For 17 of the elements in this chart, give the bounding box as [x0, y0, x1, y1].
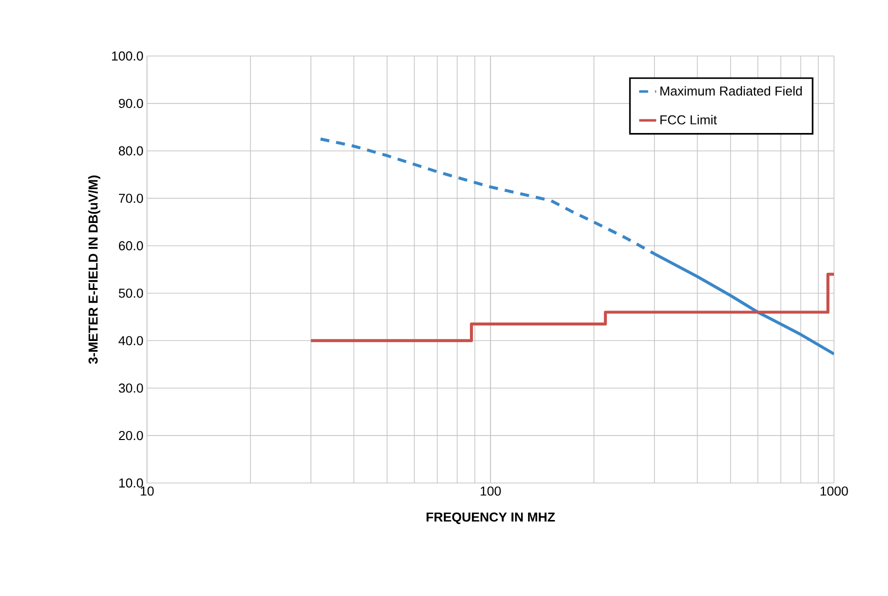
y-tick-label: 20.0 [118, 430, 143, 440]
y-tick-label: 50.0 [118, 288, 143, 298]
y-tick-label: 80.0 [118, 146, 143, 156]
y-tick-label: 70.0 [118, 194, 143, 203]
legend-label: FCC Limit [660, 114, 717, 124]
x-tick-label: 1000 [820, 486, 848, 496]
y-tick-label: 100.0 [112, 51, 143, 61]
x-tick-label: 10 [140, 486, 154, 496]
x-tick-label: 100 [480, 486, 501, 496]
y-tick-label: 40.0 [118, 336, 143, 346]
y-axis-title: 3-METER E-FIELD IN DB(uV/M) [88, 176, 100, 364]
y-tick-label: 90.0 [118, 98, 143, 108]
y-tick-label: 10.0 [119, 478, 143, 488]
y-tick-label: 60.0 [118, 241, 143, 250]
x-axis-title: FREQUENCY IN MHZ [426, 512, 555, 524]
y-tick-label: 30.0 [118, 384, 143, 393]
legend-label: Maximum Radiated Field [660, 86, 802, 96]
